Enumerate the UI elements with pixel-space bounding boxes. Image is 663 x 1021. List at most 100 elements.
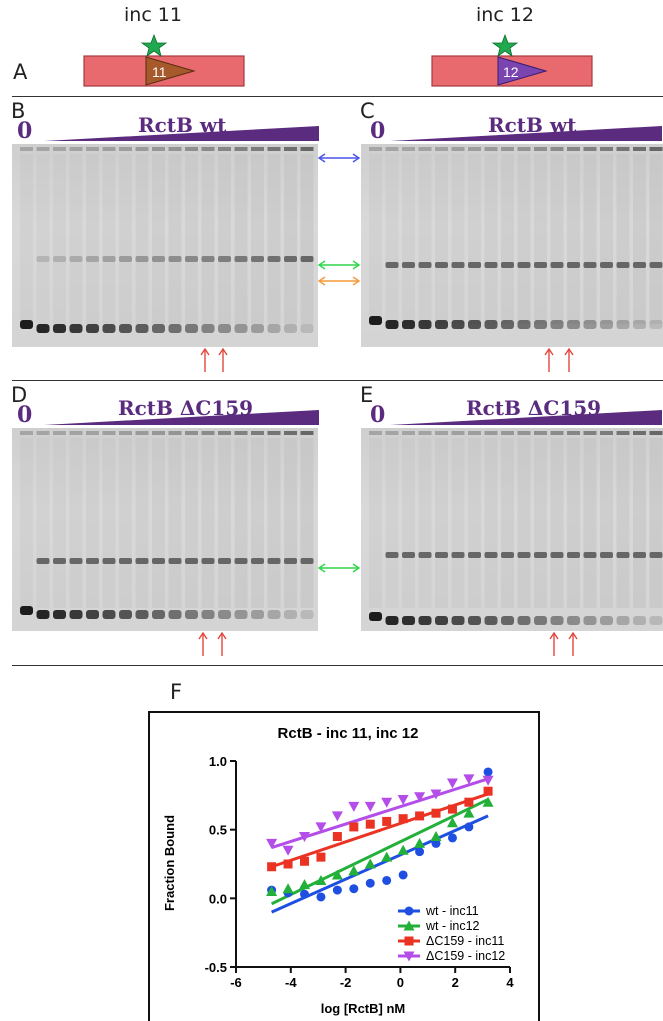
gel-well <box>218 431 231 435</box>
complex-band <box>251 256 264 262</box>
gel-lane-smear <box>267 154 281 324</box>
gel-lane-smear <box>600 438 613 608</box>
free-probe-band <box>649 616 663 625</box>
gel-lane-smear <box>468 154 481 324</box>
data-point <box>282 883 294 894</box>
x-tick-label: 4 <box>506 975 514 990</box>
gel-well <box>402 431 415 435</box>
free-probe-band <box>69 324 83 333</box>
gel-lane-smear <box>418 154 432 324</box>
gel-well <box>550 431 564 435</box>
data-point <box>282 845 294 856</box>
free-probe-band <box>369 612 382 621</box>
data-point <box>415 811 425 821</box>
orange-double-arrow <box>317 276 361 286</box>
star-icon <box>140 33 168 57</box>
free-probe-band <box>185 324 198 333</box>
free-probe-band <box>234 324 248 333</box>
data-point <box>415 847 425 857</box>
legend-label: wt - inc12 <box>425 919 480 933</box>
chart-ylabel: Fraction Bound <box>162 815 177 911</box>
data-point <box>430 831 442 842</box>
gel-lane-smear <box>649 438 663 608</box>
complex-band <box>69 558 83 564</box>
gel-well <box>53 147 66 151</box>
legend-marker <box>403 920 415 931</box>
gel-lane-smear <box>600 154 613 324</box>
free-probe-band <box>218 324 231 333</box>
gel-well <box>600 431 613 435</box>
complex-band <box>69 256 83 262</box>
gel-well <box>168 147 182 151</box>
panel-c-letter: C <box>360 99 375 123</box>
free-probe-band <box>69 610 83 619</box>
y-tick-label: -0.5 <box>205 960 227 975</box>
red-arrows-d <box>198 631 227 656</box>
gel-well <box>484 147 498 151</box>
gel-well <box>385 431 399 435</box>
data-point <box>446 817 458 828</box>
gel-well <box>119 147 132 151</box>
y-tick-label: 0.0 <box>209 891 227 906</box>
panel-b-gradient-wedge <box>44 126 319 141</box>
free-probe-band <box>369 316 382 325</box>
x-tick-label: 0 <box>397 975 404 990</box>
complex-band <box>616 262 630 268</box>
gel-well <box>534 147 547 151</box>
complex-band <box>119 558 132 564</box>
free-probe-band <box>517 616 531 625</box>
complex-band <box>583 262 597 268</box>
legend-label: wt - inc11 <box>425 904 479 918</box>
gel-well <box>234 147 248 151</box>
band-marker-arrows-de <box>317 563 361 573</box>
free-probe-band <box>633 320 646 329</box>
free-probe-band <box>86 324 99 333</box>
gel-lane-smear <box>218 438 231 608</box>
complex-band <box>201 558 215 564</box>
data-point <box>431 838 441 848</box>
gel-well <box>251 431 264 435</box>
gel-well <box>185 147 198 151</box>
divider-2 <box>12 380 663 381</box>
data-point <box>483 767 493 777</box>
inc12-arrow-triangle <box>497 56 548 86</box>
gel-lane-smear <box>550 438 564 608</box>
gel-lane-smear <box>616 438 630 608</box>
gel-lane-smear <box>501 154 514 324</box>
gel-lane-smear <box>20 438 33 608</box>
free-probe-band <box>300 610 314 619</box>
gel-lane-smear <box>102 154 116 324</box>
gel-lane-smear <box>267 438 281 608</box>
gel-well <box>451 431 465 435</box>
complex-band <box>517 552 531 558</box>
gel-well <box>53 431 66 435</box>
complex-band <box>402 262 415 268</box>
gel-well <box>218 147 231 151</box>
inc11-arrow-triangle <box>145 56 196 86</box>
complex-band <box>102 256 116 262</box>
complex-band <box>185 256 198 262</box>
gel-well <box>267 431 281 435</box>
free-probe-band <box>185 610 198 619</box>
data-point <box>364 858 376 869</box>
complex-band <box>649 262 663 268</box>
gel-well <box>69 431 83 435</box>
gel-lane-smear <box>451 154 465 324</box>
free-probe-band <box>53 324 66 333</box>
gel-well <box>451 147 465 151</box>
data-point <box>331 869 343 880</box>
gel-d-bands <box>20 431 314 619</box>
gel-well <box>435 431 448 435</box>
complex-band <box>53 256 66 262</box>
gel-lane-smear <box>484 154 498 324</box>
red-arrows-b <box>200 347 228 372</box>
gel-well <box>185 431 198 435</box>
gel-lane-smear <box>168 154 182 324</box>
gel-well <box>369 431 382 435</box>
gel-well <box>69 147 83 151</box>
complex-band <box>451 552 465 558</box>
gel-lane-smear <box>234 438 248 608</box>
free-probe-band <box>234 610 248 619</box>
inc11-label: inc 11 <box>124 4 182 26</box>
gel-lane-smear <box>369 154 382 324</box>
